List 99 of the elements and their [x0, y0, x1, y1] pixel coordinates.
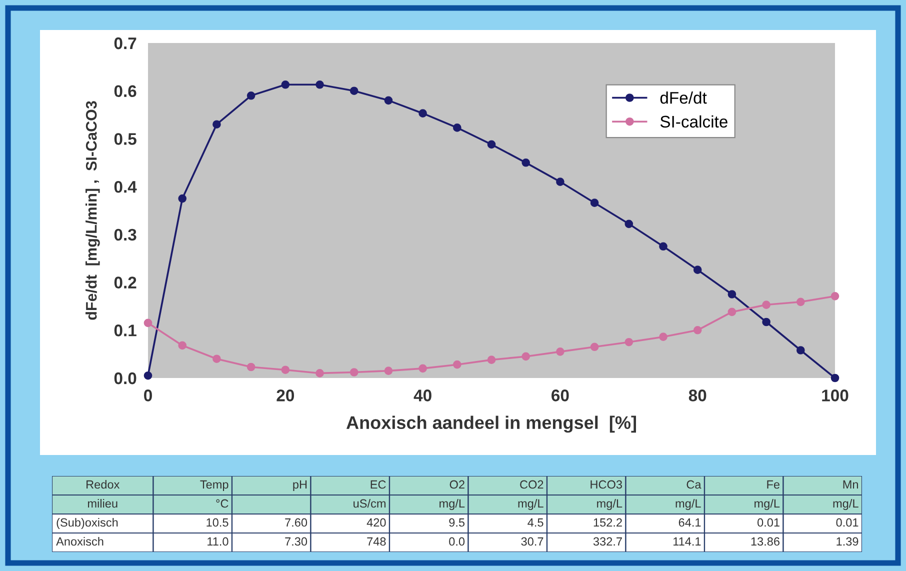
text: pH: [293, 480, 307, 492]
text: mg/L: [440, 498, 465, 510]
y-tick-label: 0.2: [114, 276, 136, 288]
text: Ca: [686, 480, 702, 489]
text: mg/L: [833, 498, 858, 510]
text: 30.7: [521, 537, 544, 546]
point: [556, 348, 564, 356]
point: [246, 91, 256, 100]
text: Fe: [767, 480, 780, 489]
y-tick-label: 0.1: [114, 324, 136, 336]
point: [624, 220, 634, 228]
text: 0.01: [757, 518, 780, 527]
text: 114.1: [673, 537, 701, 546]
point: [384, 96, 393, 105]
text: 0.01: [836, 518, 858, 527]
y-axis-title: dFe/dt [mg/L/min] , SI-CaCO3: [86, 101, 100, 320]
point: [522, 352, 530, 361]
point: [830, 374, 840, 382]
point: [281, 80, 290, 89]
point: [350, 368, 358, 376]
point: [178, 341, 187, 350]
text: 748: [367, 537, 386, 546]
text: mg/L: [754, 498, 780, 510]
text: °C: [216, 499, 228, 508]
text: 332.7: [593, 537, 622, 546]
point: [693, 326, 702, 334]
point: [316, 80, 324, 89]
point: [487, 356, 496, 364]
x-axis-title: Anoxisch aandeel in mengsel [%]: [346, 416, 636, 433]
y-tick-label: 0.4: [114, 180, 137, 193]
x-tick-label: 80: [688, 390, 706, 402]
point: [384, 366, 393, 375]
text: 9.5: [449, 518, 465, 527]
x-tick-label: 100: [822, 390, 848, 402]
point: [728, 308, 736, 316]
text: mg/L: [518, 498, 544, 510]
point: [418, 109, 427, 118]
text: 10.5: [206, 518, 228, 527]
point: [659, 332, 668, 342]
text: uS/cm: [354, 498, 386, 508]
point: [796, 298, 805, 306]
text: HCO3: [590, 480, 622, 489]
point: [728, 290, 736, 298]
legend-label: dFe/dt: [660, 92, 707, 104]
text: 64.1: [678, 518, 701, 527]
text: Redox: [86, 480, 120, 489]
y-tick-label: 0.0: [114, 372, 136, 384]
text: Mn: [843, 480, 858, 489]
y-tick-label: 0.3: [114, 228, 136, 241]
text: (Sub)oxisch: [56, 518, 118, 529]
text: 0.0: [449, 537, 465, 546]
point: [659, 242, 668, 251]
point: [762, 300, 770, 309]
point: [246, 362, 256, 372]
text: mg/L: [597, 498, 622, 510]
point: [590, 342, 599, 352]
point: [350, 86, 358, 96]
text: Anoxisch: [56, 536, 104, 546]
text: 1.39: [836, 537, 858, 546]
point: [144, 371, 152, 380]
text: milieu: [88, 498, 118, 508]
y-tick-label: 0.6: [114, 85, 136, 98]
point: [281, 366, 290, 374]
point: [693, 266, 702, 274]
legend-label: SI-calcite: [660, 115, 728, 128]
point: [452, 360, 462, 369]
text: 420: [366, 518, 386, 527]
text: 7.30: [285, 537, 308, 546]
point: [212, 354, 221, 364]
text: O2: [450, 480, 464, 489]
point: [144, 318, 152, 328]
y-tick-label: 0.7: [114, 37, 136, 50]
point: [487, 140, 496, 149]
point: [624, 338, 634, 346]
text: 11.0: [208, 537, 228, 546]
point: [590, 198, 599, 208]
text: 13.86: [751, 537, 780, 546]
text: mg/L: [676, 498, 701, 510]
point: [178, 194, 187, 203]
y-tick-label: 0.5: [114, 133, 136, 145]
text: 7.60: [285, 518, 308, 527]
x-tick-label: 0: [144, 390, 152, 402]
point: [418, 364, 427, 373]
x-tick-label: 20: [276, 390, 294, 402]
text: 4.5: [528, 518, 544, 527]
text: CO2: [520, 480, 544, 489]
text: Temp: [200, 480, 228, 492]
x-tick-label: 60: [552, 390, 569, 402]
point: [762, 318, 770, 326]
point: [452, 124, 462, 132]
point: [830, 292, 840, 300]
text: 152.2: [594, 518, 622, 527]
point: [796, 346, 805, 354]
text: EC: [370, 480, 386, 489]
point: [212, 120, 221, 129]
point: [556, 178, 564, 186]
point: [316, 369, 324, 378]
point: [522, 158, 530, 167]
x-tick-label: 40: [414, 390, 432, 402]
